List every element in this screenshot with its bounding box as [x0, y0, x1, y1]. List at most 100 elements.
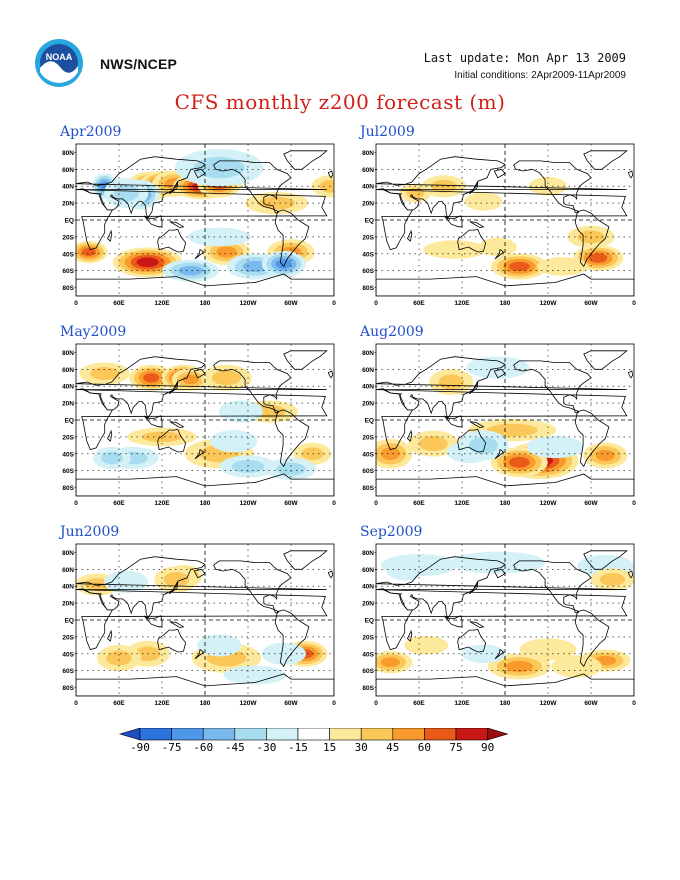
lon-tick-label: 60W: [584, 700, 598, 706]
lat-tick-label: 40N: [62, 184, 74, 191]
anomaly-contour: [551, 655, 602, 678]
lat-tick-label: 60S: [362, 468, 374, 475]
anomaly-contour: [163, 571, 190, 587]
anomaly-contour: [136, 257, 159, 268]
anomaly-contour: [82, 248, 96, 257]
lon-tick-label: 180: [200, 500, 211, 506]
coastline: [169, 221, 185, 229]
panel-jun2009: Jun2009 80N 60N 40N 20N EQ 20S 40S 60S 80S 0 60E 12…: [60, 524, 340, 706]
map-svg: 80N 60N 40N 20N EQ 20S 40S 60S 80S 0 60E 120E 180 120…: [362, 343, 636, 506]
lon-tick-label: 0: [632, 500, 636, 506]
lon-tick-label: 0: [332, 500, 336, 506]
anomaly-contour: [478, 237, 517, 257]
coastline: [469, 421, 485, 429]
lon-tick-label: 0: [332, 700, 336, 706]
lon-tick-label: 60E: [113, 500, 125, 506]
anomaly-contour: [216, 246, 237, 258]
anomaly-contour: [258, 196, 295, 210]
panel-sep2009: Sep2009 80N 60N 40N 20N EQ 20S 40S 60S 80S 0 60E 12…: [360, 524, 640, 706]
map-svg: 80N 60N 40N 20N EQ 20S 40S 60S 80S 0 60E 120E 180 120…: [362, 143, 636, 306]
anomaly-contour: [197, 634, 242, 657]
coastline: [583, 150, 628, 170]
lat-tick-label: 20N: [62, 201, 74, 208]
coastline: [107, 629, 113, 642]
anomaly-contour: [464, 192, 503, 211]
lon-tick-label: 0: [374, 700, 378, 706]
organization-label: NWS/NCEP: [100, 56, 178, 72]
colorbar-label: 90: [481, 741, 494, 754]
coastline: [468, 181, 479, 195]
map-svg: 80N 60N 40N 20N EQ 20S 40S 60S 80S 0 60E 120E 180 120…: [62, 343, 336, 506]
coastline: [157, 628, 187, 653]
anomaly-contour: [509, 261, 530, 272]
coastline: [574, 609, 610, 668]
lon-tick-label: 0: [74, 700, 78, 706]
panel-may2009: May2009 80N 60N 40N 20N EQ 20S 40S 60S 80S 0 60E 12…: [60, 324, 340, 506]
lat-tick-label: 80S: [62, 685, 74, 692]
lon-tick-label: 0: [632, 300, 636, 306]
lon-tick-label: 120E: [454, 700, 470, 706]
colorbar-segment: [202, 727, 236, 741]
coastline: [468, 381, 479, 395]
lat-tick-label: 40S: [362, 651, 374, 658]
lat-tick-label: 20S: [362, 634, 374, 641]
lon-tick-label: 120W: [240, 700, 258, 706]
lon-tick-label: 120E: [154, 500, 170, 506]
anomaly-contour: [212, 370, 241, 386]
colorbar-label: -60: [193, 741, 213, 754]
anomaly-contour: [113, 184, 139, 202]
colorbar-label: -15: [288, 741, 308, 754]
map-plot: 80N 60N 40N 20N EQ 20S 40S 60S 80S 0 60E 120E 180 120…: [360, 540, 640, 706]
lat-tick-label: 60N: [62, 567, 74, 574]
anomaly-contour: [505, 660, 534, 673]
coastline: [407, 429, 413, 442]
coastline: [327, 570, 334, 579]
lat-tick-label: 80S: [62, 285, 74, 292]
coastline: [574, 209, 610, 268]
lon-tick-label: 120E: [154, 300, 170, 306]
coastline: [376, 188, 628, 251]
coastline: [193, 568, 206, 579]
map-plot: 80N 60N 40N 20N EQ 20S 40S 60S 80S 0 60E 120E 180 120…: [60, 140, 340, 306]
colorbar-label: 75: [449, 741, 462, 754]
anomaly-contour: [469, 436, 498, 454]
map-plot: 80N 60N 40N 20N EQ 20S 40S 60S 80S 0 60E 120E 180 120…: [360, 340, 640, 506]
map-plot: 80N 60N 40N 20N EQ 20S 40S 60S 80S 0 60E 120E 180 120…: [60, 340, 340, 506]
coastline: [493, 368, 506, 379]
coastline: [627, 170, 634, 179]
logo-text: NOAA: [46, 52, 73, 62]
lat-tick-label: 80N: [62, 150, 74, 157]
lon-tick-label: 60E: [113, 700, 125, 706]
coastline: [283, 150, 328, 170]
colorbar-label: 60: [418, 741, 431, 754]
coastline: [76, 273, 334, 296]
coastline: [107, 429, 113, 442]
coastline: [76, 388, 328, 451]
coastline: [457, 428, 487, 453]
lat-tick-label: 60S: [62, 268, 74, 275]
anomaly-contour: [193, 156, 245, 179]
coastline: [283, 550, 328, 570]
coastline: [493, 568, 506, 579]
colorbar-segment: [118, 727, 141, 741]
lat-tick-label: 20N: [362, 401, 374, 408]
lon-tick-label: 0: [74, 500, 78, 506]
anomaly-contour: [589, 253, 608, 263]
lat-tick-label: 80S: [362, 285, 374, 292]
colorbar-label: -75: [162, 741, 182, 754]
coastline: [469, 621, 485, 629]
coastline: [274, 609, 310, 668]
coastline: [327, 170, 334, 179]
panel-title: May2009: [60, 324, 127, 340]
coastline: [407, 629, 413, 642]
lon-tick-label: 60E: [413, 700, 425, 706]
panel-title: Aug2009: [360, 324, 424, 340]
map-plot: 80N 60N 40N 20N EQ 20S 40S 60S 80S 0 60E 120E 180 120…: [360, 140, 640, 306]
anomaly-contour: [142, 431, 182, 443]
lat-tick-label: 60S: [62, 468, 74, 475]
lat-tick-label: EQ: [65, 218, 74, 225]
panel-title: Apr2009: [60, 124, 122, 140]
coastline: [627, 570, 634, 579]
colorbar-segment: [487, 727, 509, 741]
anomaly-contour: [223, 665, 287, 685]
